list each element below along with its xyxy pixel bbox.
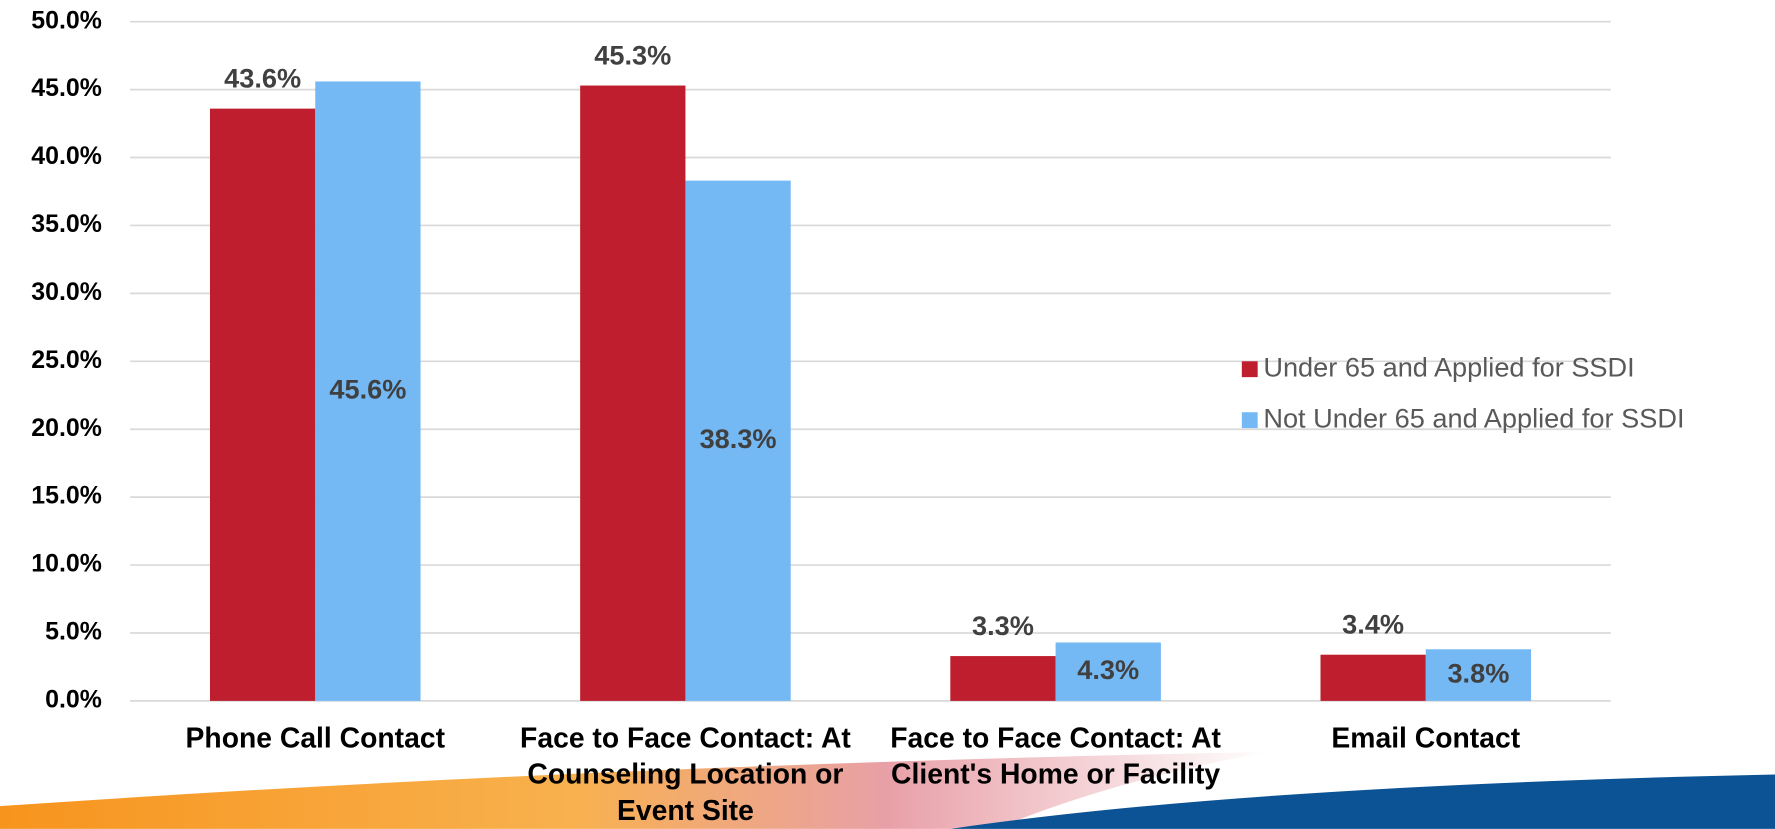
x-tick-label-box: Email Contact <box>1331 722 1521 755</box>
legend-label: Under 65 and Applied for SSDI <box>1263 351 1634 382</box>
swoosh-blue <box>950 774 1775 829</box>
y-tick-label: 25.0% <box>31 346 102 374</box>
y-tick-label: 50.0% <box>31 6 102 34</box>
y-tick-label: 35.0% <box>31 210 102 238</box>
swoosh-orange <box>0 751 1268 829</box>
value-label: 3.4% <box>1342 609 1404 640</box>
x-tick-label: Face to Face Contact: At Client's Home o… <box>890 722 1221 791</box>
bar <box>950 656 1056 701</box>
bar <box>1425 649 1532 701</box>
x-tick-label-box: Phone Call Contact <box>185 722 445 755</box>
x-tick-label: Face to Face Contact: At Counseling Loca… <box>520 722 851 827</box>
x-tick-label: Email Contact <box>1331 722 1521 755</box>
bar <box>580 85 686 701</box>
y-tick-label: 30.0% <box>31 278 102 306</box>
y-tick-label: 5.0% <box>45 618 102 646</box>
bar <box>209 108 316 701</box>
value-label: 38.3% <box>700 423 777 454</box>
legend-swatch <box>1241 361 1258 378</box>
value-label: 3.3% <box>972 610 1034 641</box>
y-tick-label: 10.0% <box>31 550 102 578</box>
legend-label: Not Under 65 and Applied for SSDI <box>1263 402 1684 433</box>
bar <box>1055 642 1161 701</box>
y-tick-label: 20.0% <box>31 414 102 442</box>
x-tick-label-box: Face to Face Contact: At Client's Home o… <box>890 722 1221 791</box>
value-label: 45.3% <box>594 39 671 70</box>
value-label: 3.8% <box>1447 657 1509 688</box>
y-tick-label: 0.0% <box>45 685 102 713</box>
bar <box>1320 654 1426 701</box>
plot: 0.0% 5.0% 10.0% 15.0% 20.0% 25.0% 30.0% 35.0% 40… <box>31 6 1684 827</box>
x-tick-label: Phone Call Contact <box>185 722 445 755</box>
y-tick-label: 45.0% <box>31 74 102 102</box>
y-tick-label: 15.0% <box>31 482 102 510</box>
x-tick-label-box: Face to Face Contact: At Counseling Loca… <box>520 722 851 827</box>
bar <box>315 81 421 701</box>
bar <box>685 180 791 701</box>
legend-swatch <box>1241 412 1258 429</box>
value-label: 4.3% <box>1077 654 1139 685</box>
y-tick-label: 40.0% <box>31 142 102 170</box>
value-label: 43.6% <box>224 63 301 94</box>
value-label: 45.6% <box>329 373 406 404</box>
